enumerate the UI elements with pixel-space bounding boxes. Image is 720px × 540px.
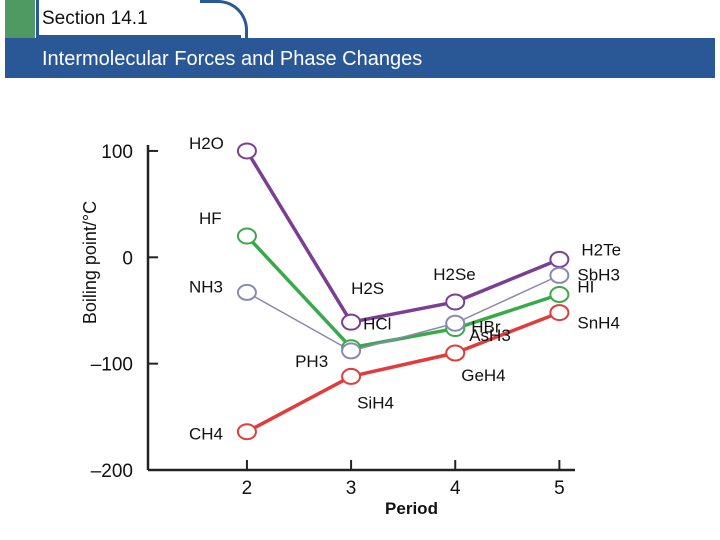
y-tick-label: 100 bbox=[101, 142, 133, 163]
point-label: HCl bbox=[363, 315, 391, 334]
data-point bbox=[549, 250, 570, 268]
point-label: HBr bbox=[471, 318, 501, 337]
point-label: H2Te bbox=[581, 240, 621, 259]
series-line-group16 bbox=[245, 150, 561, 324]
point-label: GeH4 bbox=[461, 366, 505, 385]
section-label: Section 14.1 bbox=[42, 8, 148, 29]
series-line-group17 bbox=[245, 234, 560, 350]
data-point bbox=[445, 344, 466, 362]
y-tick-label: –200 bbox=[91, 461, 133, 482]
y-tick-label: –100 bbox=[91, 355, 133, 376]
x-axis-title: Period bbox=[385, 499, 438, 518]
point-label: H2O bbox=[189, 134, 224, 153]
y-axis-title: Boiling point/°C bbox=[80, 201, 100, 324]
point-label: SbH3 bbox=[577, 265, 620, 284]
series-line-group14 bbox=[246, 310, 561, 434]
point-label: PH3 bbox=[295, 352, 328, 371]
data-point bbox=[549, 266, 570, 284]
data-point bbox=[341, 313, 362, 331]
data-point bbox=[549, 304, 570, 322]
y-tick-label: 0 bbox=[122, 248, 133, 269]
x-tick-label: 5 bbox=[554, 478, 565, 499]
header-bar bbox=[5, 38, 715, 78]
point-label: SnH4 bbox=[577, 314, 620, 333]
x-tick-label: 2 bbox=[242, 478, 253, 499]
point-label: HF bbox=[199, 209, 222, 228]
point-label: HI bbox=[577, 278, 594, 297]
page-title: Intermolecular Forces and Phase Changes bbox=[42, 48, 423, 70]
data-point bbox=[445, 314, 466, 332]
data-point bbox=[549, 286, 570, 304]
data-point bbox=[341, 342, 362, 360]
series-line-group15 bbox=[246, 274, 560, 352]
section-marker bbox=[5, 0, 35, 38]
data-point bbox=[445, 293, 466, 311]
data-point bbox=[236, 142, 257, 160]
point-label: CH4 bbox=[189, 425, 223, 444]
x-tick-label: 3 bbox=[346, 478, 357, 499]
data-point bbox=[236, 283, 257, 301]
x-tick-label: 4 bbox=[450, 478, 461, 499]
data-point bbox=[341, 367, 362, 385]
data-point bbox=[236, 227, 257, 245]
point-label: SiH4 bbox=[357, 393, 394, 412]
point-label: H2S bbox=[351, 279, 384, 298]
data-point bbox=[236, 423, 257, 441]
point-label: NH3 bbox=[189, 277, 223, 296]
point-label: H2Se bbox=[433, 265, 476, 284]
point-label: AsH3 bbox=[469, 326, 511, 345]
